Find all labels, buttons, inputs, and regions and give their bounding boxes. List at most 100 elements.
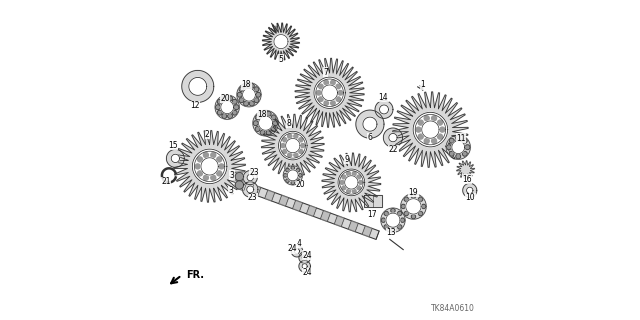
Text: 18: 18 xyxy=(257,110,266,119)
Polygon shape xyxy=(291,245,303,257)
Circle shape xyxy=(352,189,356,193)
Circle shape xyxy=(211,153,216,157)
Text: 18: 18 xyxy=(242,80,251,89)
Polygon shape xyxy=(189,77,207,95)
Text: 1: 1 xyxy=(420,80,425,89)
Circle shape xyxy=(232,110,237,115)
Text: 13: 13 xyxy=(386,228,396,237)
Circle shape xyxy=(244,101,248,106)
Text: 15: 15 xyxy=(168,141,178,150)
Circle shape xyxy=(447,145,451,150)
Circle shape xyxy=(419,120,423,125)
Polygon shape xyxy=(406,199,421,214)
Circle shape xyxy=(336,84,340,89)
Circle shape xyxy=(324,80,328,85)
Polygon shape xyxy=(467,187,473,194)
Polygon shape xyxy=(380,105,388,114)
Polygon shape xyxy=(247,174,253,181)
Polygon shape xyxy=(334,216,344,227)
Circle shape xyxy=(244,84,248,88)
Circle shape xyxy=(283,149,287,154)
Circle shape xyxy=(424,116,429,121)
Circle shape xyxy=(260,130,265,135)
Circle shape xyxy=(342,175,346,179)
Text: 23: 23 xyxy=(248,193,258,202)
Text: 6: 6 xyxy=(367,133,372,142)
Circle shape xyxy=(266,130,271,135)
Polygon shape xyxy=(348,221,358,232)
Circle shape xyxy=(285,179,289,182)
Circle shape xyxy=(254,98,259,103)
Polygon shape xyxy=(236,172,244,181)
Polygon shape xyxy=(322,85,337,100)
Circle shape xyxy=(319,84,323,89)
Circle shape xyxy=(352,172,356,176)
Text: 4: 4 xyxy=(297,239,301,248)
Circle shape xyxy=(285,168,289,172)
Polygon shape xyxy=(274,35,288,49)
Text: 11: 11 xyxy=(456,134,465,143)
Circle shape xyxy=(340,180,344,184)
Polygon shape xyxy=(413,112,448,147)
Polygon shape xyxy=(362,226,372,237)
Circle shape xyxy=(419,197,423,201)
Text: 5: 5 xyxy=(278,55,284,64)
Circle shape xyxy=(260,111,265,116)
Polygon shape xyxy=(253,110,278,136)
Circle shape xyxy=(294,153,298,157)
Polygon shape xyxy=(182,70,214,102)
Polygon shape xyxy=(265,190,275,201)
Polygon shape xyxy=(401,194,426,219)
Polygon shape xyxy=(262,23,300,60)
Text: 19: 19 xyxy=(408,188,419,196)
Polygon shape xyxy=(363,117,377,131)
Circle shape xyxy=(462,151,467,156)
Circle shape xyxy=(283,138,287,142)
Polygon shape xyxy=(299,252,310,263)
Polygon shape xyxy=(386,213,400,227)
Text: 3: 3 xyxy=(230,171,234,180)
Polygon shape xyxy=(278,195,289,206)
Text: 20: 20 xyxy=(296,180,306,189)
Circle shape xyxy=(228,96,232,101)
Text: 3: 3 xyxy=(228,186,233,195)
Circle shape xyxy=(456,154,461,159)
Circle shape xyxy=(294,134,298,138)
Polygon shape xyxy=(259,116,273,130)
Polygon shape xyxy=(422,121,439,138)
Circle shape xyxy=(204,175,209,180)
Polygon shape xyxy=(356,110,384,138)
Circle shape xyxy=(336,97,340,101)
Circle shape xyxy=(219,164,224,169)
Text: 8: 8 xyxy=(287,119,291,128)
Text: 10: 10 xyxy=(465,193,476,202)
Text: 22: 22 xyxy=(389,145,398,154)
Circle shape xyxy=(288,134,292,138)
Polygon shape xyxy=(389,133,397,142)
Polygon shape xyxy=(383,128,403,147)
Polygon shape xyxy=(287,170,298,181)
Circle shape xyxy=(404,197,408,201)
Polygon shape xyxy=(193,149,227,184)
Circle shape xyxy=(438,134,442,139)
Polygon shape xyxy=(247,186,253,193)
Text: 20: 20 xyxy=(220,94,230,103)
Polygon shape xyxy=(172,154,179,163)
Circle shape xyxy=(431,116,436,121)
Polygon shape xyxy=(236,181,244,189)
Circle shape xyxy=(397,225,402,229)
Circle shape xyxy=(357,186,361,190)
Text: TK84A0610: TK84A0610 xyxy=(431,304,475,313)
Circle shape xyxy=(296,179,300,182)
Text: 2: 2 xyxy=(205,130,210,139)
Circle shape xyxy=(319,97,323,101)
Polygon shape xyxy=(174,131,245,202)
Circle shape xyxy=(291,166,294,170)
Polygon shape xyxy=(243,182,258,197)
Circle shape xyxy=(255,127,260,132)
Polygon shape xyxy=(243,171,257,185)
Polygon shape xyxy=(314,77,345,108)
Circle shape xyxy=(198,157,202,162)
Circle shape xyxy=(431,139,436,143)
Polygon shape xyxy=(237,180,379,239)
